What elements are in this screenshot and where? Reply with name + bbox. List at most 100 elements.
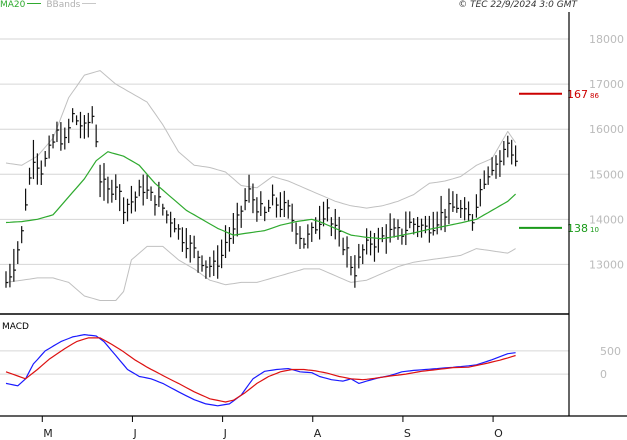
- price-bar: [448, 188, 452, 225]
- time-tick-label: A: [314, 427, 322, 440]
- price-bar: [248, 174, 252, 203]
- price-bar: [115, 174, 118, 201]
- price-bar: [409, 211, 412, 229]
- price-bar: [75, 115, 79, 126]
- price-bar: [236, 202, 240, 237]
- price-bar: [189, 234, 193, 263]
- price-bar: [56, 121, 60, 143]
- price-bar: [244, 188, 248, 211]
- price-tick-label: 18000: [589, 33, 624, 46]
- macd-tick-label: 0: [600, 368, 607, 381]
- signal-line: [5, 337, 516, 403]
- price-bar: [389, 213, 393, 243]
- price-bar: [413, 218, 416, 235]
- price-bar: [52, 134, 56, 149]
- price-bar: [436, 211, 440, 235]
- price-bar: [287, 199, 291, 219]
- price-bar: [275, 197, 279, 218]
- price-bar: [44, 151, 48, 167]
- price-bar: [209, 256, 213, 278]
- price-levels: 167 86 138 10: [519, 88, 599, 235]
- price-bar: [5, 271, 9, 288]
- price-bar: [83, 115, 87, 139]
- price-bar: [48, 135, 52, 159]
- price-bar: [205, 260, 209, 279]
- price-bar: [483, 170, 487, 190]
- price-bar: [28, 167, 32, 185]
- price-bar: [228, 227, 232, 252]
- price-bar: [177, 224, 181, 240]
- price-bar: [444, 208, 448, 233]
- price-bar: [201, 255, 205, 272]
- price-bar: [252, 183, 256, 214]
- price-bar: [181, 227, 185, 252]
- price-bar: [173, 218, 177, 233]
- copyright-timestamp: © TEC 22/9/2024 3:0 GMT: [458, 0, 577, 10]
- macd-axis-ticks: 0 500: [600, 345, 621, 381]
- price-bars: [5, 106, 518, 288]
- price-tick-label: 17000: [589, 78, 624, 91]
- price-bar: [268, 199, 271, 212]
- price-bar: [479, 178, 483, 207]
- price-bar: [385, 224, 389, 254]
- legend-bbands-swatch: [82, 3, 97, 4]
- price-bar: [334, 208, 338, 240]
- price-tick-label: 14000: [589, 213, 624, 226]
- price-bar: [72, 108, 75, 123]
- price-bar: [499, 150, 503, 177]
- price-bar: [299, 226, 303, 249]
- price-bar: [417, 216, 420, 238]
- price-bar: [491, 157, 495, 176]
- price-bar: [295, 222, 299, 245]
- price-bar: [366, 228, 369, 255]
- price-bar: [60, 122, 64, 151]
- price-bar: [514, 145, 518, 167]
- price-bar: [91, 106, 95, 124]
- resistance-level-label: 167 86: [567, 88, 599, 101]
- price-bar: [291, 203, 295, 232]
- price-bar: [224, 225, 228, 259]
- price-bar: [122, 197, 126, 225]
- price-axis-ticks: 13000 14000 15000 16000 17000 18000: [589, 33, 624, 271]
- price-bar: [393, 218, 397, 238]
- price-bar: [25, 188, 28, 211]
- price-bar: [126, 198, 130, 222]
- ma20-series: [5, 151, 517, 240]
- price-bar: [471, 214, 475, 231]
- price-bar: [154, 195, 158, 216]
- price-tick-label: 16000: [589, 123, 624, 136]
- price-bar: [170, 211, 173, 238]
- price-bar: [68, 118, 71, 144]
- price-bar: [346, 236, 350, 268]
- price-bar: [511, 139, 514, 165]
- bband-lower-line: [5, 245, 516, 301]
- price-bar: [103, 163, 107, 201]
- price-bar: [240, 205, 244, 228]
- price-bar: [358, 243, 361, 269]
- price-bar: [217, 245, 220, 279]
- price-bar: [397, 219, 401, 240]
- price-bar: [495, 155, 499, 179]
- time-tick-label: S: [404, 427, 411, 440]
- price-bar: [130, 185, 134, 214]
- price-bar: [405, 211, 409, 246]
- price-bar: [338, 216, 342, 247]
- time-tick-label: J: [132, 427, 136, 440]
- support-level-label: 138 10: [567, 222, 599, 235]
- price-bar: [64, 127, 67, 150]
- price-bar: [13, 248, 17, 282]
- price-bar: [503, 140, 507, 166]
- price-bar: [377, 227, 381, 253]
- macd-line: [5, 334, 516, 407]
- bband-upper-line: [5, 70, 517, 209]
- price-bar: [464, 197, 467, 221]
- price-bar: [162, 203, 165, 216]
- price-bar: [381, 227, 385, 243]
- price-bar: [185, 228, 189, 259]
- price-bar: [440, 195, 444, 231]
- price-bar: [134, 191, 138, 212]
- price-bar: [21, 226, 24, 244]
- price-bar: [111, 179, 115, 203]
- price-bar: [142, 174, 146, 206]
- price-bar: [260, 191, 263, 217]
